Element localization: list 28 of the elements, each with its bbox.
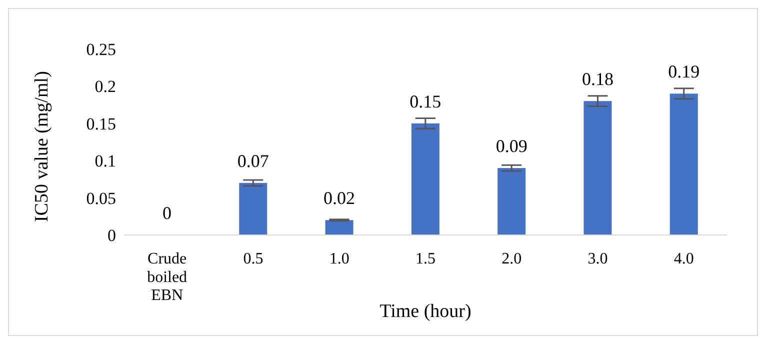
data-label: 0.15: [410, 91, 442, 112]
bar: [239, 182, 268, 235]
data-label: 0.18: [582, 69, 614, 90]
x-tick-label: 0.5: [243, 250, 264, 268]
y-tick-label: 0.2: [94, 77, 116, 96]
y-axis-title: IC50 value (mg/ml): [32, 71, 53, 222]
data-label: 0.07: [237, 150, 269, 171]
y-tick-label: 0: [108, 226, 116, 246]
bar: [670, 94, 698, 235]
data-label: 0.09: [496, 136, 528, 156]
x-tick-label: 1.5: [416, 250, 436, 268]
y-tick-label: 0.1: [94, 152, 116, 171]
bar: [584, 101, 612, 235]
x-tick-label: Crude boiled EBN: [147, 250, 188, 304]
data-label: 0: [162, 203, 172, 223]
x-axis-title: Time (hour): [380, 301, 472, 322]
data-label: 0.19: [668, 62, 700, 82]
y-tick-label: 0.25: [86, 40, 116, 60]
bar: [498, 168, 526, 235]
y-tick-label: 0.05: [86, 188, 116, 208]
x-tick-label: 2.0: [502, 250, 522, 268]
x-tick-label: 4.0: [674, 250, 694, 268]
y-tick-label: 0.15: [86, 114, 116, 134]
bar: [411, 123, 440, 235]
x-tick-label: 3.0: [588, 250, 608, 268]
bar: [325, 220, 354, 235]
data-label: 0.02: [324, 188, 356, 208]
x-tick-label: 1.0: [329, 250, 350, 268]
